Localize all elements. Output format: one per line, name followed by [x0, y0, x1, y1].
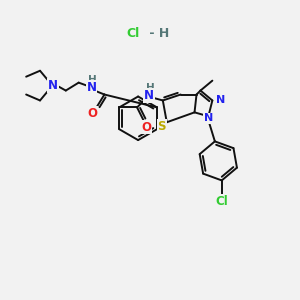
Text: - H: - H: [145, 27, 169, 40]
Text: O: O: [141, 121, 151, 134]
Text: N: N: [86, 81, 97, 94]
Text: N: N: [48, 79, 58, 92]
Text: Cl: Cl: [127, 27, 140, 40]
Text: Cl: Cl: [215, 195, 228, 208]
Text: H: H: [146, 82, 154, 93]
Text: N: N: [204, 113, 213, 123]
Text: S: S: [158, 120, 166, 133]
Text: H: H: [88, 75, 97, 85]
Text: N: N: [144, 89, 154, 102]
Text: N: N: [216, 95, 226, 106]
Text: O: O: [88, 107, 98, 120]
